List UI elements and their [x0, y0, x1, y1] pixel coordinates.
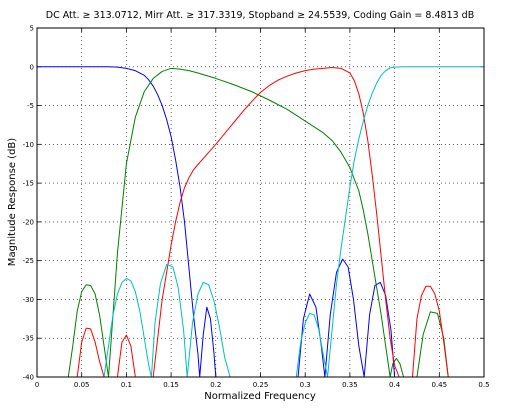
series-line-2 [67, 67, 449, 378]
y-tick-label: -15 [23, 180, 34, 188]
y-tick-label: 0 [30, 63, 34, 71]
axis-ticks: 0 0.05 0.1 0.15 0.2 0.25 0.3 0.35 0.4 0.45 0.5 5 0 -5… [23, 25, 490, 390]
x-tick-label: 0.05 [74, 381, 90, 389]
x-axis-label: Normalized Frequency [204, 391, 316, 402]
x-tick-label: 0.2 [210, 381, 221, 389]
y-tick-label: -30 [23, 296, 34, 304]
x-tick-label: 0.45 [432, 381, 448, 389]
x-tick-label: 0.15 [163, 381, 179, 389]
chart-title: DC Att. ≥ 313.0712, Mirr Att. ≥ 317.3319… [46, 10, 474, 21]
x-tick-label: 0.25 [253, 381, 269, 389]
x-tick-label: 0.35 [342, 381, 358, 389]
y-tick-label: 5 [30, 25, 34, 33]
plot-area [37, 28, 484, 377]
data-series [37, 66, 484, 378]
y-tick-label: -35 [23, 335, 34, 343]
y-tick-label: -40 [23, 374, 34, 382]
y-tick-label: -5 [27, 102, 34, 110]
series-line-4 [103, 66, 484, 378]
y-tick-label: -20 [23, 218, 34, 226]
series-line-3 [76, 67, 449, 378]
y-tick-label: -10 [23, 141, 34, 149]
y-axis-label: Magnitude Response (dB) [7, 138, 18, 266]
plot-frame [36, 27, 485, 378]
x-tick-label: 0.1 [121, 381, 132, 389]
x-tick-label: 0.5 [478, 381, 489, 389]
series-line-1 [37, 66, 396, 378]
x-tick-label: 0.3 [300, 381, 311, 389]
y-tick-label: -25 [23, 257, 34, 265]
x-tick-label: 0.4 [389, 381, 401, 389]
x-tick-label: 0 [35, 381, 39, 389]
